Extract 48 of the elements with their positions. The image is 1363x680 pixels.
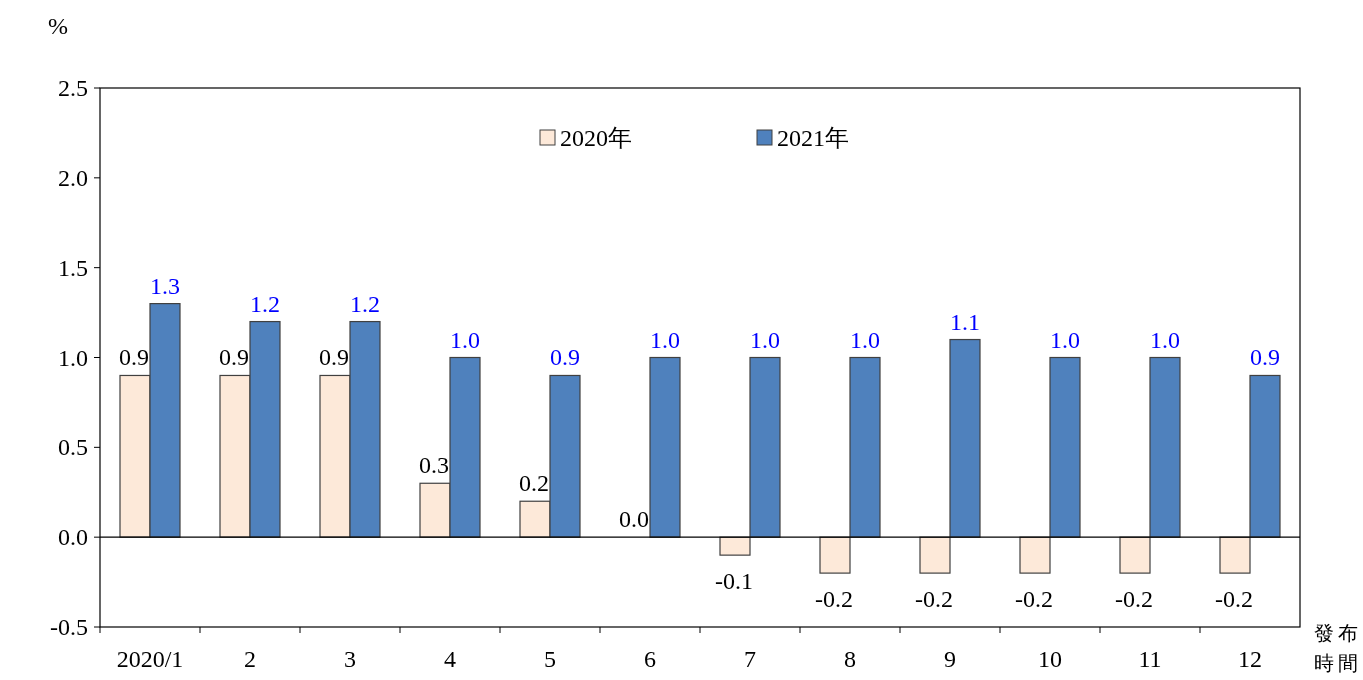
- y-tick-label: 1.5: [58, 254, 88, 281]
- data-label: -0.2: [1015, 586, 1053, 613]
- legend-label: 2020年: [560, 125, 632, 151]
- x-tick-label: 5: [544, 646, 556, 672]
- data-label: 0.9: [119, 344, 149, 371]
- y-tick-label: -0.5: [50, 614, 88, 640]
- data-label: 1.1: [950, 308, 980, 335]
- y-tick-label: 2.0: [58, 164, 88, 191]
- x-axis-title: 發布時間: [1314, 622, 1362, 674]
- data-label: 1.0: [750, 326, 780, 353]
- data-label: 1.0: [450, 326, 480, 353]
- x-tick-label: 12: [1238, 646, 1262, 672]
- data-label: 1.2: [250, 290, 280, 317]
- y-tick-label: 0.0: [58, 524, 88, 551]
- y-axis-title: %: [48, 13, 68, 39]
- data-label: 0.0: [619, 506, 649, 533]
- data-label: -0.2: [815, 586, 853, 613]
- data-label: 1.0: [1150, 326, 1180, 353]
- data-label: 1.3: [150, 272, 180, 299]
- data-label: 1.0: [850, 326, 880, 353]
- x-tick-label: 3: [344, 646, 356, 672]
- data-label: 0.9: [1250, 344, 1280, 371]
- data-label: 1.0: [650, 326, 680, 353]
- y-tick-label: 1.0: [58, 344, 88, 371]
- data-label: 0.2: [519, 470, 549, 497]
- x-tick-label: 2020/1: [116, 646, 184, 672]
- y-tick-label: 2.5: [58, 75, 88, 101]
- data-label: 0.3: [419, 452, 449, 479]
- data-label: 0.9: [319, 344, 349, 371]
- data-label: 0.9: [550, 344, 580, 371]
- data-label: -0.2: [1215, 586, 1253, 613]
- data-label: -0.2: [915, 586, 953, 613]
- x-tick-label: 4: [444, 646, 456, 672]
- x-tick-label: 11: [1138, 646, 1162, 672]
- bar: [649, 356, 681, 538]
- data-label: -0.1: [715, 568, 753, 595]
- x-tick-label: 7: [744, 646, 756, 672]
- x-tick-label: 2: [244, 646, 256, 672]
- x-tick-label: 6: [644, 646, 656, 672]
- data-label: -0.2: [1115, 586, 1153, 613]
- data-label: 1.2: [350, 290, 380, 317]
- data-label: 0.9: [219, 344, 249, 371]
- legend-label: 2021年: [777, 125, 849, 151]
- y-tick-label: 0.5: [58, 434, 88, 461]
- x-tick-label: 9: [944, 646, 956, 672]
- x-tick-label: 10: [1038, 646, 1062, 672]
- data-label: 1.0: [1050, 326, 1080, 353]
- x-tick-label: 8: [844, 646, 856, 672]
